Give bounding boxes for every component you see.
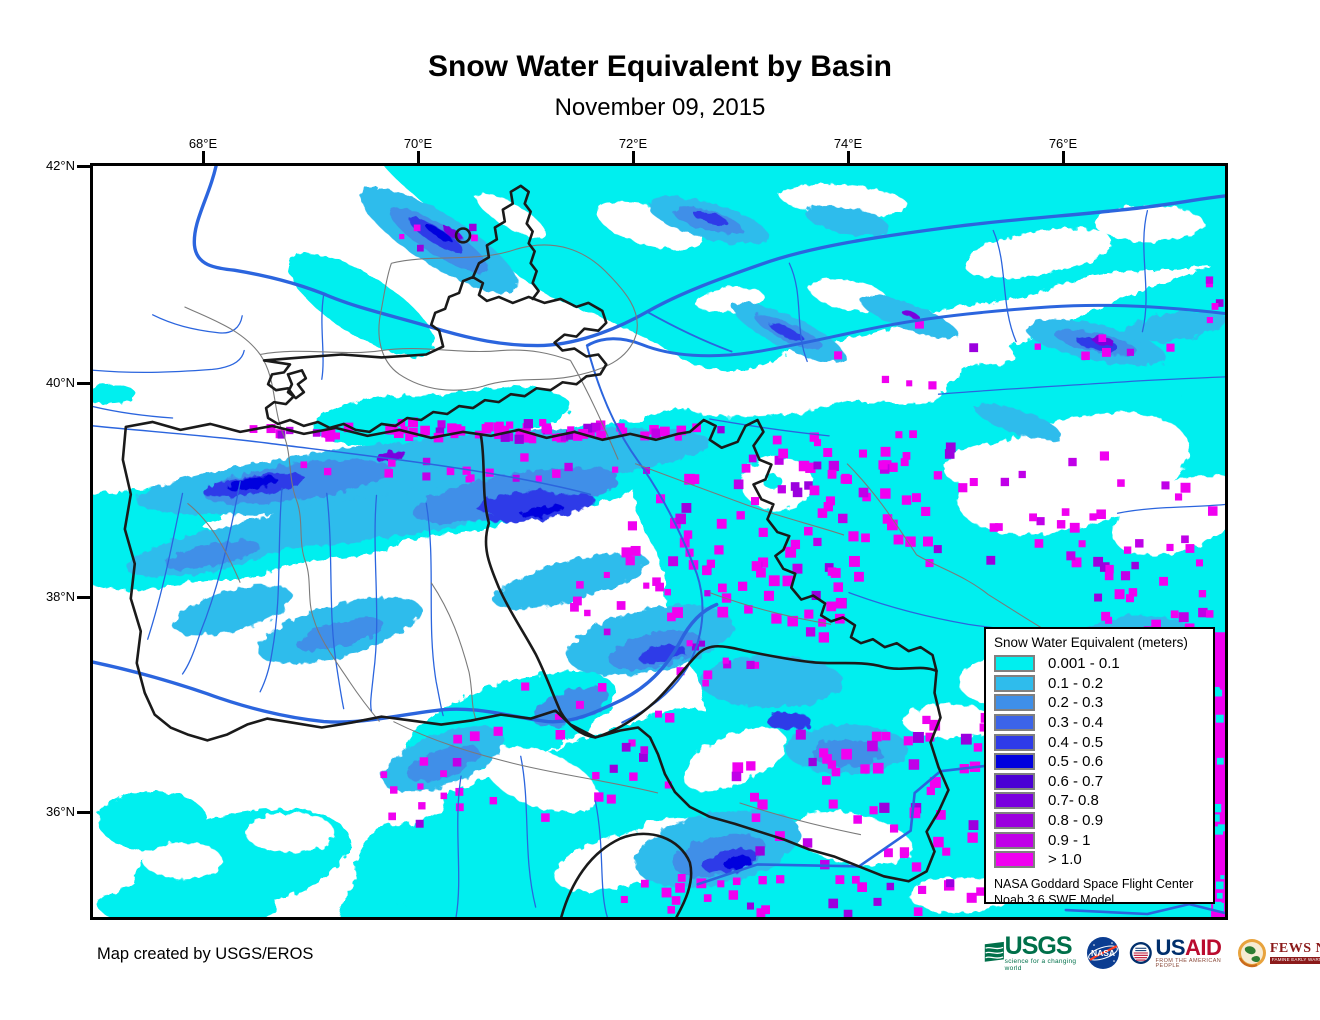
legend-item-label: 0.001 - 0.1 [1048, 655, 1120, 673]
longitude-label: 76°E [1048, 136, 1078, 151]
legend-item-label: 0.6 - 0.7 [1048, 772, 1104, 790]
legend-rows: 0.001 - 0.1 0.1 - 0.2 0.2 - 0.3 0.3 - 0.4 0.… [994, 654, 1213, 870]
legend-item-label: 0.9 - 1 [1048, 831, 1091, 849]
basin-outline-north [262, 275, 608, 434]
legend-item: 0.3 - 0.4 [994, 713, 1213, 733]
legend-swatch [994, 753, 1035, 771]
legend-item-label: 0.8 - 0.9 [1048, 812, 1104, 830]
latitude-tick [77, 811, 90, 814]
legend-item-label: > 1.0 [1048, 851, 1082, 869]
fewsnet-tagline: FAMINE EARLY WARNING SYSTEMS NETWORK [1269, 957, 1320, 964]
legend-item-label: 0.2 - 0.3 [1048, 694, 1104, 712]
legend-swatch [994, 831, 1035, 849]
latitude-label: 42°N [45, 158, 75, 173]
latitude-tick [77, 382, 90, 385]
latitude-label: 40°N [45, 375, 75, 390]
basin-divide [479, 434, 938, 739]
usgs-tagline: science for a changing world [1004, 958, 1077, 972]
legend-swatch [994, 733, 1035, 751]
admin-boundaries-layer [184, 244, 1168, 836]
basin-outline-small [286, 369, 308, 400]
longitude-tick [1062, 151, 1065, 164]
legend-item: 0.9 - 1 [994, 830, 1213, 850]
legend-item: 0.4 - 0.5 [994, 732, 1213, 752]
snow-free-valleys-layer [142, 183, 1225, 914]
fewsnet-wordmark: FEWS NET [1269, 941, 1320, 957]
map-date-subtitle: November 09, 2015 [554, 94, 766, 121]
legend-item-label: 0.1 - 0.2 [1048, 674, 1104, 692]
legend-title: Snow Water Equivalent (meters) [994, 635, 1188, 650]
legend-item: 0.2 - 0.3 [994, 693, 1213, 713]
legend-note-line1: NASA Goddard Space Flight Center [994, 876, 1194, 891]
legend-swatch [994, 655, 1035, 673]
latitude-tick [77, 596, 90, 599]
longitude-label: 68°E [188, 136, 218, 151]
nasa-logo: NASA [1086, 936, 1120, 970]
legend-item: 0.7- 0.8 [994, 791, 1213, 811]
longitude-tick [417, 151, 420, 164]
legend-swatch [994, 851, 1035, 869]
legend-box: Snow Water Equivalent (meters) 0.001 - 0… [984, 627, 1215, 907]
legend-swatch [994, 772, 1035, 790]
legend-swatch [994, 812, 1035, 830]
fewsnet-logo: FEWS NET FAMINE EARLY WARNING SYSTEMS NE… [1237, 938, 1320, 968]
longitude-label: 74°E [833, 136, 863, 151]
basin-outline-ring [454, 227, 472, 244]
longitude-label: 72°E [618, 136, 648, 151]
usaid-wordmark: USAID [1155, 934, 1222, 960]
legend-note-line2: Noah 3.6 SWE Model. [994, 892, 1118, 907]
legend-item: 0.1 - 0.2 [994, 674, 1213, 694]
basin-outline-north-lobe [471, 184, 540, 301]
usgs-wordmark: USGS [1004, 932, 1073, 960]
legend-item: 0.8 - 0.9 [994, 811, 1213, 831]
legend-item-label: 0.7- 0.8 [1048, 792, 1099, 810]
legend-source-note: NASA Goddard Space Flight Center Noah 3.… [994, 876, 1213, 909]
nasa-meatball-icon: NASA [1086, 937, 1119, 969]
map-raster [93, 166, 1225, 917]
longitude-tick [202, 151, 205, 164]
latitude-tick [77, 165, 90, 168]
legend-item-label: 0.5 - 0.6 [1048, 753, 1104, 771]
logo-strip: USGS science for a changing world NASA U… [984, 933, 1320, 973]
usaid-logo: USAID FROM THE AMERICAN PEOPLE [1129, 934, 1228, 970]
longitude-label: 70°E [403, 136, 433, 151]
fewsnet-globe-icon [1237, 939, 1266, 968]
edge-strip-speckles [1212, 686, 1225, 912]
credit-text: Map created by USGS/EROS [97, 945, 314, 963]
usgs-mark-icon [984, 941, 1004, 962]
longitude-tick [632, 151, 635, 164]
legend-item: 0.5 - 0.6 [994, 752, 1213, 772]
legend-swatch [994, 792, 1035, 810]
usaid-tagline: FROM THE AMERICAN PEOPLE [1155, 957, 1222, 969]
legend-swatch [994, 694, 1035, 712]
legend-swatch [994, 714, 1035, 732]
map-frame: Snow Water Equivalent (meters) 0.001 - 0… [90, 163, 1228, 920]
legend-item-label: 0.3 - 0.4 [1048, 714, 1104, 732]
basin-outline-bottom [560, 832, 693, 917]
latitude-label: 38°N [45, 589, 75, 604]
legend-item-label: 0.4 - 0.5 [1048, 733, 1104, 751]
usaid-seal-icon [1129, 941, 1152, 965]
basin-outline-south [121, 418, 950, 883]
svg-text:NASA: NASA [1091, 948, 1115, 958]
longitude-tick [847, 151, 850, 164]
legend-item: > 1.0 [994, 850, 1213, 870]
page-title: Snow Water Equivalent by Basin [428, 50, 892, 83]
legend-item: 0.6 - 0.7 [994, 772, 1213, 792]
usgs-logo: USGS science for a changing world [984, 934, 1077, 972]
basin-outlines-layer [121, 184, 950, 917]
latitude-label: 36°N [45, 804, 75, 819]
rivers-layer [93, 166, 1225, 917]
legend-swatch [994, 674, 1035, 692]
legend-item: 0.001 - 0.1 [994, 654, 1213, 674]
